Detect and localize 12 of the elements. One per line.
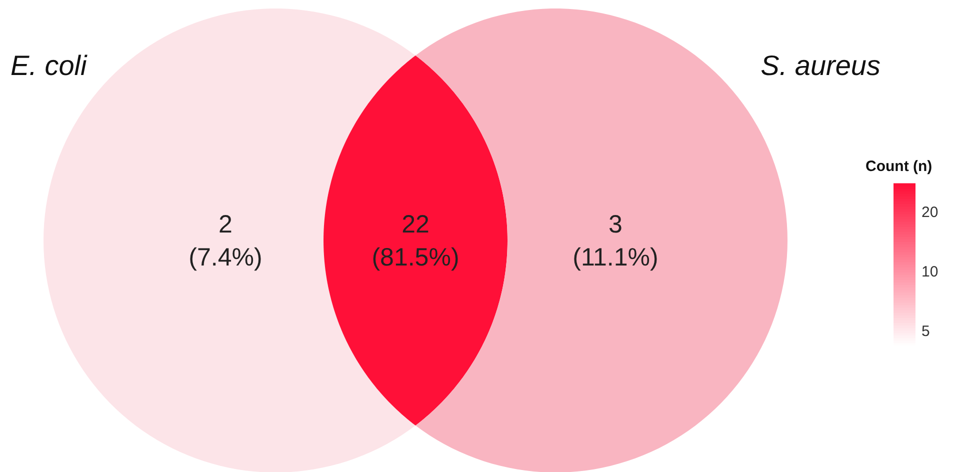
text: (7.4%) — [188, 244, 262, 272]
text: (81.5%) — [372, 244, 460, 272]
color-bar-title: Count (n) — [866, 158, 932, 175]
category-label: S. aureus — [760, 50, 881, 81]
text: 20 — [922, 204, 938, 221]
text: 5 — [922, 323, 930, 340]
data-label: 2 — [218, 210, 232, 238]
data-label: 3 — [608, 210, 622, 238]
text: (11.1%) — [572, 244, 658, 272]
data-label: 22 — [402, 210, 430, 238]
text: 10 — [922, 264, 938, 280]
category-label: E. coli — [10, 50, 88, 81]
